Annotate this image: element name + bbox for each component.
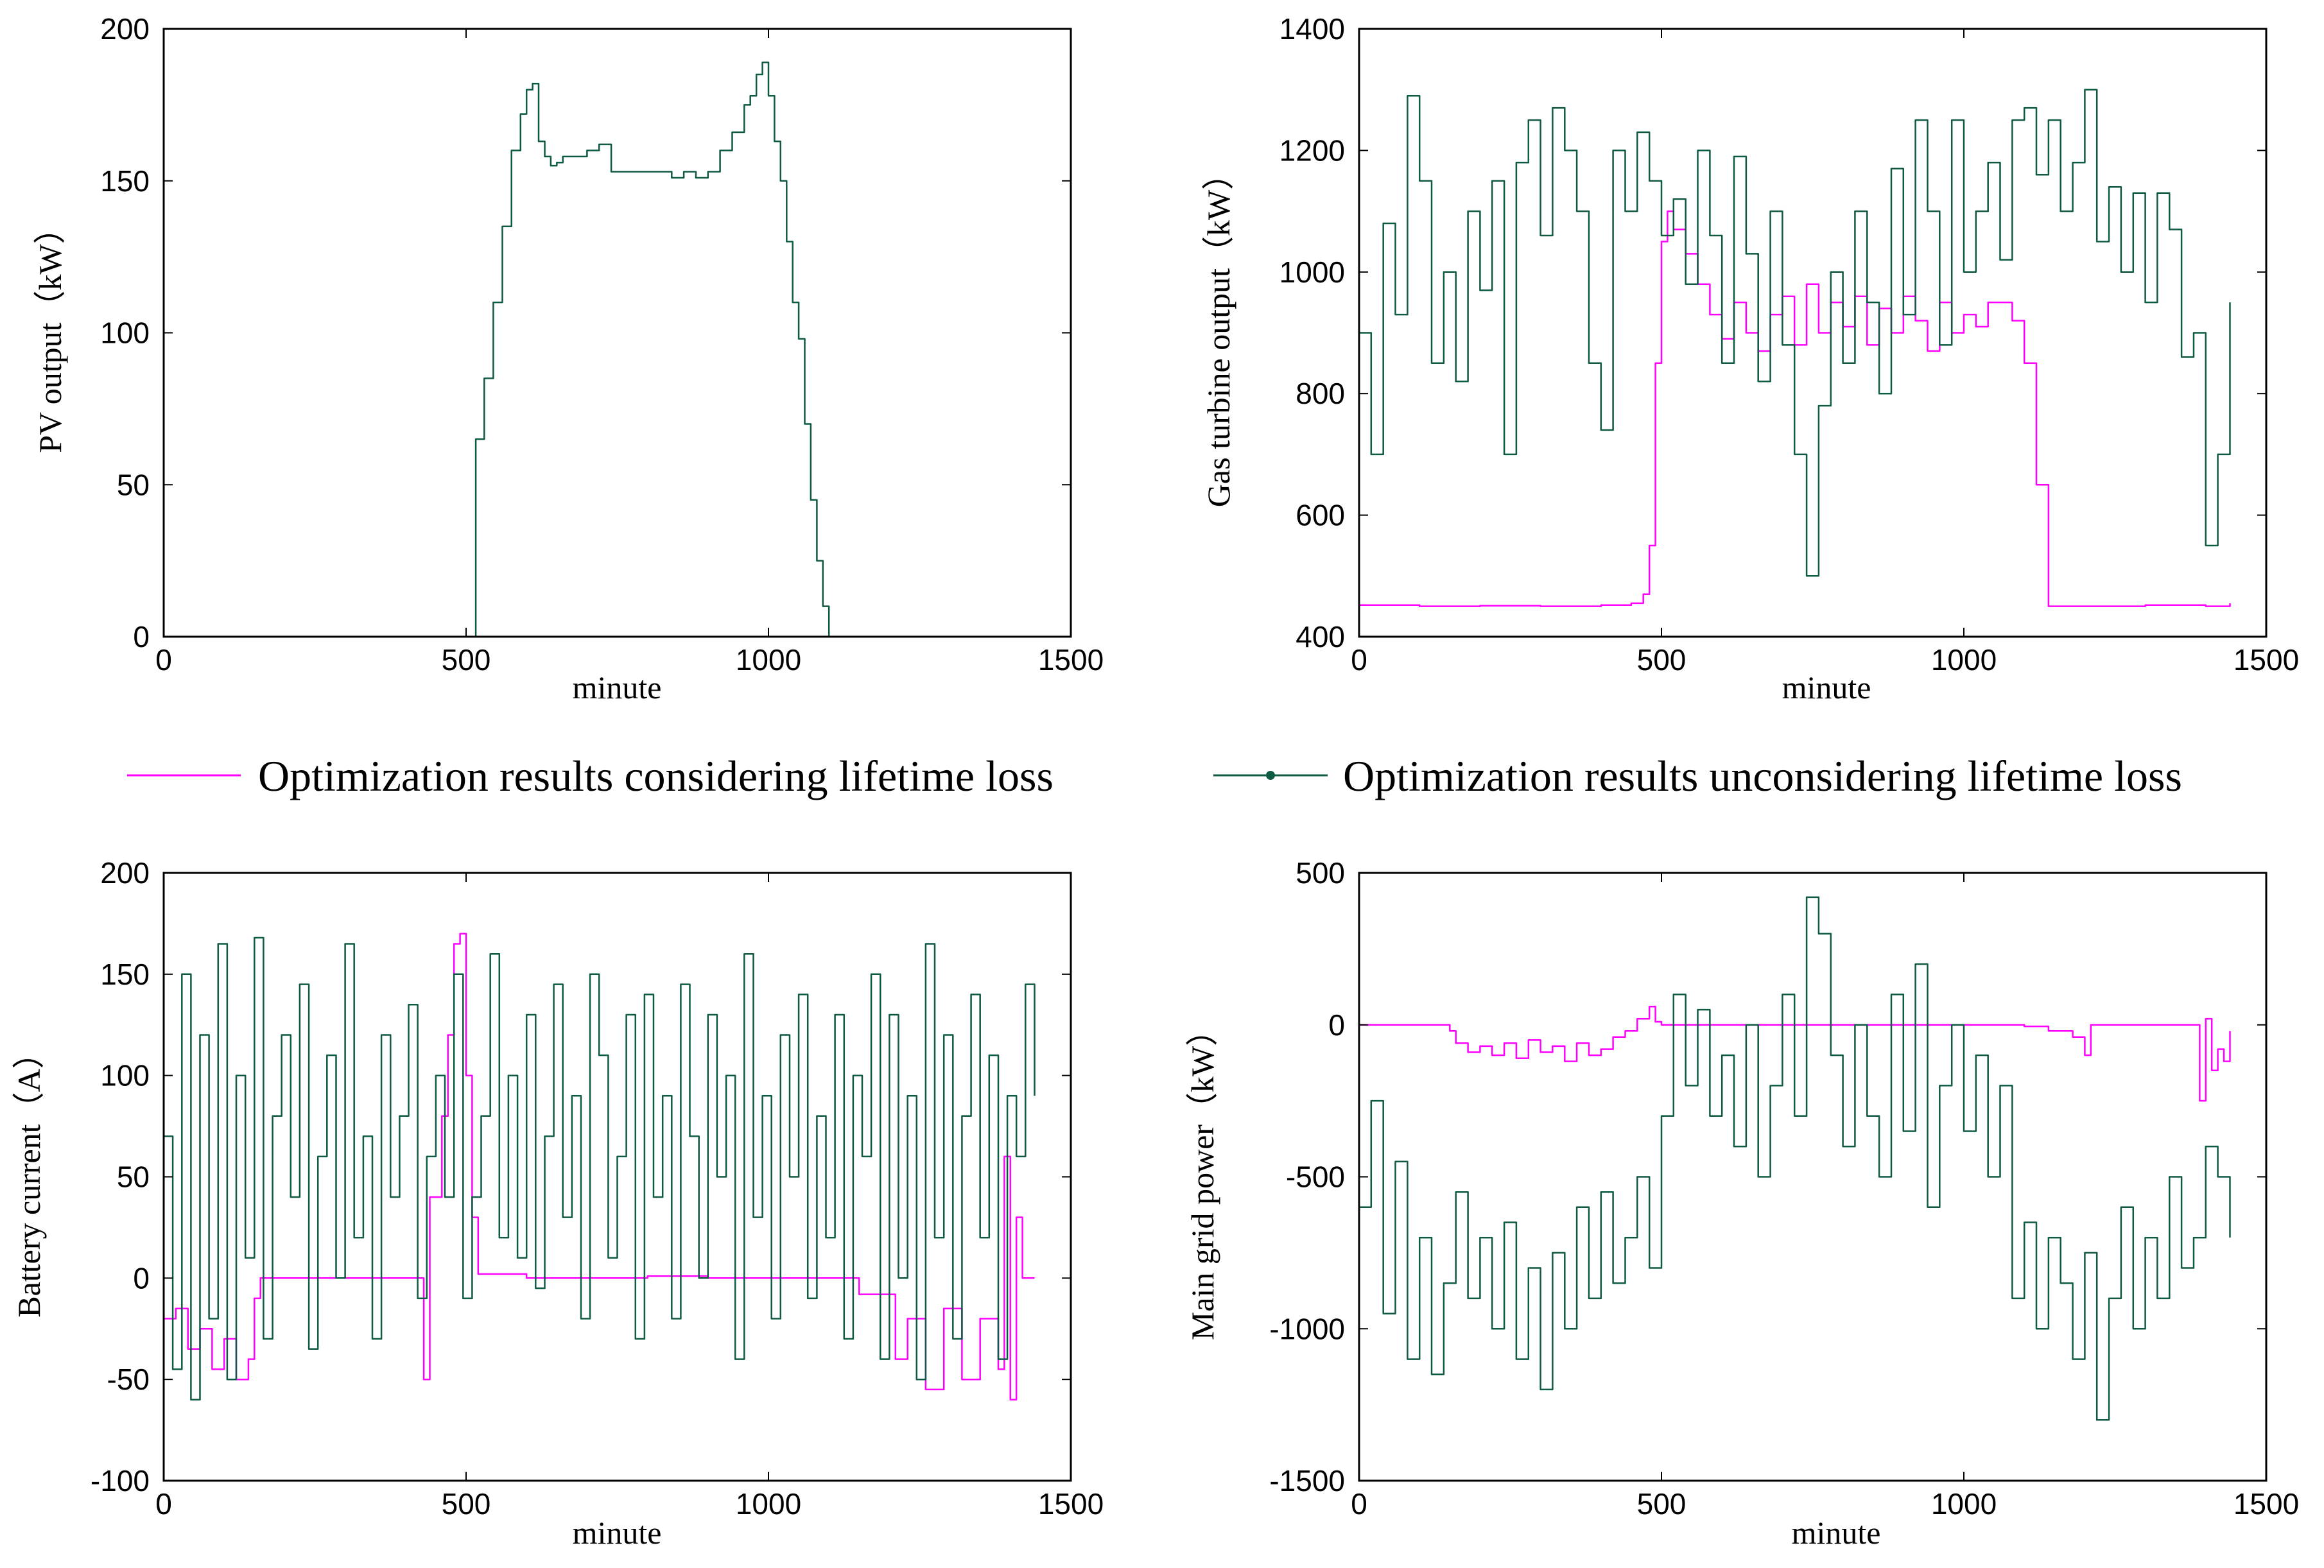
legend-unconsidering-marker bbox=[1266, 771, 1275, 780]
pv-x-tick-label: 0 bbox=[155, 643, 172, 676]
pv-ticks: 0 500 1000 1500 0 50 100 150 200 bbox=[100, 12, 1104, 676]
gt-y-tick-label: 800 bbox=[1296, 377, 1345, 410]
bat-series-considering-line bbox=[164, 933, 1035, 1400]
gt-y-tick-label: 1400 bbox=[1279, 12, 1345, 46]
grid-series-unconsidering-line bbox=[1359, 896, 2231, 1421]
pv-x-tick-label: 500 bbox=[442, 643, 491, 676]
gt-y-tick-label: 600 bbox=[1296, 499, 1345, 532]
bat-y-tick-label: 150 bbox=[100, 958, 150, 991]
pv-y-tick-label: 0 bbox=[133, 620, 150, 653]
gt-series-considering-line bbox=[1359, 210, 2231, 607]
grid-x-axis-label: minute bbox=[1792, 1515, 1881, 1551]
bat-y-tick-label: 200 bbox=[100, 856, 150, 890]
grid-x-tick-label: 1000 bbox=[1931, 1487, 1997, 1521]
gt-series-unconsidering-line bbox=[1359, 89, 2231, 577]
bat-y-tick-label: -100 bbox=[91, 1464, 150, 1497]
bat-x-tick-label: 1500 bbox=[1038, 1487, 1104, 1521]
main-grid-power-chart: 0 500 1000 1500 -1500 -1000 -500 0 500 minute Ma… bbox=[1184, 856, 2299, 1551]
bat-series-layer bbox=[164, 933, 1036, 1400]
pv-x-tick-label: 1000 bbox=[736, 643, 801, 676]
pv-y-tick-label: 100 bbox=[100, 316, 150, 350]
grid-x-tick-label: 500 bbox=[1637, 1487, 1687, 1521]
pv-series-unconsidering-line bbox=[164, 61, 1035, 638]
grid-y-tick-label: 0 bbox=[1328, 1008, 1345, 1042]
bat-y-tick-label: 100 bbox=[100, 1059, 150, 1092]
legend: Optimization results considering lifetim… bbox=[127, 752, 2182, 800]
gt-series-layer bbox=[1359, 89, 2231, 607]
pv-x-axis-label: minute bbox=[573, 669, 662, 705]
gt-x-tick-label: 0 bbox=[1351, 643, 1367, 676]
battery-current-chart: 0 500 1000 1500 -100 -50 0 50 100 150 200 minute B… bbox=[11, 856, 1104, 1551]
pv-y-tick-label: 150 bbox=[100, 164, 150, 198]
gt-y-tick-label: 1200 bbox=[1279, 134, 1345, 167]
bat-y-tick-label: 0 bbox=[133, 1261, 150, 1295]
pv-output-chart: 0 500 1000 1500 0 50 100 150 200 minute PV outpu… bbox=[32, 12, 1104, 705]
gt-axes-frame bbox=[1358, 28, 2268, 638]
grid-ticks: 0 500 1000 1500 -1500 -1000 -500 0 500 bbox=[1269, 856, 2299, 1521]
bat-x-tick-label: 500 bbox=[442, 1487, 491, 1521]
gt-y-tick-label: 400 bbox=[1296, 620, 1345, 653]
grid-x-tick-label: 0 bbox=[1351, 1487, 1367, 1521]
bat-y-tick-label: -50 bbox=[107, 1363, 150, 1396]
bat-x-axis-label: minute bbox=[573, 1515, 662, 1551]
gt-x-tick-label: 1500 bbox=[2233, 643, 2299, 676]
grid-y-axis-label: Main grid power（kW） bbox=[1184, 1014, 1220, 1340]
grid-series-considering-line bbox=[1359, 1006, 2231, 1102]
grid-y-tick-label: -500 bbox=[1286, 1160, 1345, 1194]
gt-y-tick-label: 1000 bbox=[1279, 255, 1345, 289]
legend-considering-label: Optimization results considering lifetim… bbox=[258, 752, 1054, 800]
pv-axes-frame bbox=[162, 28, 1072, 638]
bat-ticks: 0 500 1000 1500 -100 -50 0 50 100 150 200 bbox=[91, 856, 1104, 1521]
gas-turbine-output-chart: 0 500 1000 1500 400 600 800 1000 1200 1400 minute… bbox=[1201, 12, 2299, 705]
gt-x-tick-label: 1000 bbox=[1931, 643, 1997, 676]
gt-y-axis-label: Gas turbine output（kW） bbox=[1201, 158, 1236, 507]
legend-unconsidering-label: Optimization results unconsidering lifet… bbox=[1343, 752, 2182, 800]
pv-series-layer bbox=[164, 61, 1035, 638]
bat-x-tick-label: 1000 bbox=[736, 1487, 801, 1521]
pv-y-tick-label: 50 bbox=[117, 468, 150, 501]
bat-series-unconsidering-line bbox=[164, 936, 1036, 1400]
grid-y-tick-label: -1500 bbox=[1269, 1464, 1345, 1497]
gt-ticks: 0 500 1000 1500 400 600 800 1000 1200 1400 bbox=[1279, 12, 2300, 676]
grid-y-tick-label: -1000 bbox=[1269, 1312, 1345, 1345]
gt-x-axis-label: minute bbox=[1782, 669, 1871, 705]
bat-y-axis-label: Battery current（A） bbox=[11, 1037, 47, 1317]
grid-series-layer bbox=[1359, 896, 2231, 1421]
gt-x-tick-label: 500 bbox=[1637, 643, 1687, 676]
grid-y-tick-label: 500 bbox=[1296, 856, 1345, 890]
bat-x-tick-label: 0 bbox=[155, 1487, 172, 1521]
pv-x-tick-label: 1500 bbox=[1038, 643, 1104, 676]
grid-x-tick-label: 1500 bbox=[2233, 1487, 2299, 1521]
pv-y-axis-label: PV output（kW） bbox=[32, 212, 68, 453]
bat-y-tick-label: 50 bbox=[117, 1160, 150, 1194]
pv-y-tick-label: 200 bbox=[100, 12, 150, 46]
grid-axes-frame bbox=[1358, 872, 2268, 1482]
